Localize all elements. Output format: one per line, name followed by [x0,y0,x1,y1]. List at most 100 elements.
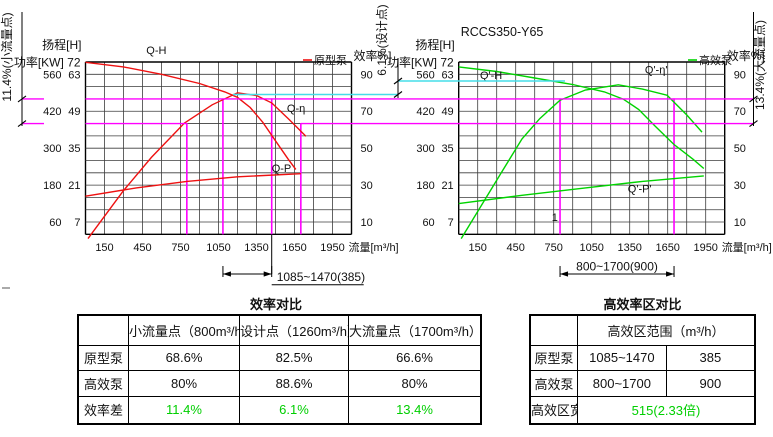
table-cell: 68.6% [128,344,240,371]
head-tick-label: 420 [416,106,434,118]
x-tick-label: 1650 [282,242,306,254]
head-tick-label: 60 [422,217,434,229]
curve-label: Q-η [287,103,305,115]
x-tick-label: 1650 [655,242,679,254]
grid [84,61,353,236]
eff-tick-label: 90 [734,69,746,81]
eff-tick-label: 90 [361,69,373,81]
high-eff-pump-chart-curve-Q'-H [458,66,705,170]
head-tick-label: 300 [416,143,434,155]
dim-slash [17,120,27,127]
head-tick-label: 560 [43,69,61,81]
head-axis-title: 扬程[H] [415,37,454,52]
table-cell: 900 [665,369,756,397]
table-cell: 515(2.33倍) [577,395,756,425]
table-header-row: 小流量点（800m³/h）设计点（1260m³/h）大流量点（1700m³/h） [77,314,482,346]
power-tick-label: 63 [441,69,453,81]
dim-arrow [222,271,231,277]
legend-label: 原型泵 [314,53,347,67]
table-cell: 11.4% [128,395,240,425]
row-label: 高效泵 [529,369,578,397]
curve-label: Q'-H [480,70,502,82]
table-row: 原型泵 1085~1470 385 [529,344,756,371]
prototype-pump-chart-curve-Q-P [85,173,301,197]
range-label: 800~1700(900) [576,260,658,274]
x-tick-label: 450 [133,242,151,254]
high-eff-zone-table: 高效区范围（m³/h） 原型泵 1085~1470 385 高效泵 800~1700 900… [529,314,756,425]
x-tick-label: 1050 [206,242,230,254]
dim-slash [393,91,403,98]
corner-cell [529,314,578,346]
table-cell: 385 [665,344,756,371]
table-row: 效率差 11.4% 6.1% 13.4% [77,395,482,425]
eff-tick-label: 70 [734,106,746,118]
table-cell: 80% [348,369,482,397]
range-dimension: 800~1700(900) [559,260,675,277]
eff-tick-label: 50 [734,143,746,155]
x-tick-label: 150 [469,242,487,254]
eff-tick-label: 10 [361,217,373,229]
efficiency-table-title: 效率对比 [249,297,302,312]
overlay: 11.4%(小流量点) 6.1%(设计点) 13.4%(大流量点) [0,4,767,289]
eff-tick-label: 30 [734,180,746,192]
dim-slash [749,120,758,127]
col-header: 设计点（1260m³/h） [239,314,349,346]
small-flow-dim-label: 11.4%(小流量点) [0,12,14,101]
power-tick-label: 35 [441,143,453,155]
x-tick-label: 150 [95,242,113,254]
power-axis-title: 功率[KW] 72 [387,55,454,70]
x-tick-label: 750 [545,242,563,254]
range-label: 1085~1470(385) [277,270,365,284]
head-tick-label: 180 [43,180,61,192]
corner-cell [77,314,129,346]
dim-slash [393,77,403,85]
x-axis-title: 流量[m³/h] [722,240,772,254]
table-cell: 66.6% [348,344,482,371]
table-row: 原型泵 68.6% 82.5% 66.6% [77,344,482,371]
x-tick-label: 1350 [617,242,641,254]
curve-label: Q-P [272,163,292,175]
row-label: 效率差 [77,395,129,425]
efficiency-comparison-table: 小流量点（800m³/h）设计点（1260m³/h）大流量点（1700m³/h）… [77,314,482,425]
head-tick-label: 180 [416,180,434,192]
power-axis-title: 功率[KW] 72 [14,55,81,70]
x-tick-label: 1950 [320,242,344,254]
large-flow-dim-label: 13.4%(大流量点) [753,20,767,110]
col-header: 大流量点（1700m³/h） [348,314,482,346]
head-tick-label: 60 [49,217,61,229]
eff-axis-title: 效率%] [727,48,765,63]
head-tick-label: 560 [416,69,434,81]
note-label: 1 [552,212,558,224]
table-cell: 88.6% [239,369,349,397]
dim-slash [749,95,758,103]
power-tick-label: 49 [441,106,453,118]
dim-arrow [560,271,569,277]
table-header-row: 高效区范围（m³/h） [529,314,756,346]
eff-tick-label: 50 [361,143,373,155]
eff-axis-title: 效率%] [354,48,392,63]
row-label: 原型泵 [529,344,578,371]
head-tick-label: 300 [43,143,61,155]
power-tick-label: 7 [74,217,80,229]
prototype-pump-chart-curve-Q-H [85,61,297,170]
table-row: 高效区宽515(2.33倍) [529,395,756,425]
col-header: 小流量点（800m³/h） [128,314,240,346]
head-tick-label: 420 [43,106,61,118]
table-cell: 13.4% [348,395,482,425]
power-tick-label: 35 [68,143,80,155]
eff-tick-label: 10 [734,217,746,229]
x-tick-label: 1050 [579,242,603,254]
large-flow-dimension: 13.4%(大流量点) [749,12,767,127]
x-tick-label: 450 [507,242,525,254]
eff-tick-label: 70 [361,106,373,118]
design-point-dimension: 6.1%(设计点) [375,4,403,98]
table-cell: 6.1% [239,395,349,425]
power-tick-label: 63 [68,69,80,81]
table-cell: 80% [128,369,240,397]
high-eff-pump-chart-curve-Q'-P' [458,175,704,205]
row-label: 高效泵 [77,369,129,397]
table-row: 高效泵 80% 88.6% 80% [77,369,482,397]
dim-arrow [263,271,272,277]
